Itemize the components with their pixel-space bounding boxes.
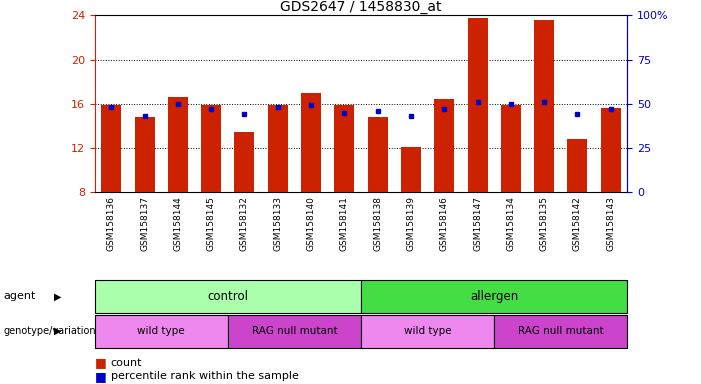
Text: ▶: ▶ [55,291,62,301]
Text: GSM158136: GSM158136 [107,196,116,251]
Bar [95,315,228,348]
Text: RAG null mutant: RAG null mutant [518,326,604,336]
Text: GSM158140: GSM158140 [306,196,315,251]
Text: ▶: ▶ [55,326,62,336]
Bar [601,108,620,192]
Bar [534,20,554,192]
Bar [228,315,361,348]
Text: allergen: allergen [470,290,518,303]
Bar [567,139,587,192]
Text: GSM158137: GSM158137 [140,196,149,251]
Bar [334,105,355,192]
Text: ■: ■ [95,356,107,369]
Text: GSM158139: GSM158139 [407,196,416,251]
Text: wild type: wild type [137,326,185,336]
Title: GDS2647 / 1458830_at: GDS2647 / 1458830_at [280,0,442,14]
Bar [401,147,421,192]
Bar [301,93,321,192]
Text: wild type: wild type [404,326,451,336]
Bar [501,105,521,192]
Text: GSM158147: GSM158147 [473,196,482,251]
Text: control: control [207,290,248,303]
Text: GSM158134: GSM158134 [506,196,515,251]
Bar [468,18,487,192]
Bar [101,105,121,192]
Text: GSM158132: GSM158132 [240,196,249,251]
Text: GSM158141: GSM158141 [340,196,349,251]
Bar [268,105,288,192]
Text: GSM158144: GSM158144 [173,196,182,251]
Bar [234,132,254,192]
Bar [361,280,627,313]
Bar [435,99,454,192]
Bar [201,105,222,192]
Text: GSM158138: GSM158138 [373,196,382,251]
Text: ■: ■ [95,370,107,383]
Bar [95,280,361,313]
Bar [135,117,154,192]
Bar [168,97,188,192]
Bar [361,315,494,348]
Text: count: count [111,358,142,368]
Text: genotype/variation: genotype/variation [4,326,96,336]
Text: agent: agent [4,291,36,301]
Text: RAG null mutant: RAG null mutant [252,326,337,336]
Text: GSM158145: GSM158145 [207,196,216,251]
Bar [368,117,388,192]
Bar [494,315,627,348]
Text: GSM158142: GSM158142 [573,196,582,251]
Text: GSM158146: GSM158146 [440,196,449,251]
Text: percentile rank within the sample: percentile rank within the sample [111,371,299,381]
Text: GSM158143: GSM158143 [606,196,615,251]
Text: GSM158135: GSM158135 [540,196,549,251]
Text: GSM158133: GSM158133 [273,196,283,251]
